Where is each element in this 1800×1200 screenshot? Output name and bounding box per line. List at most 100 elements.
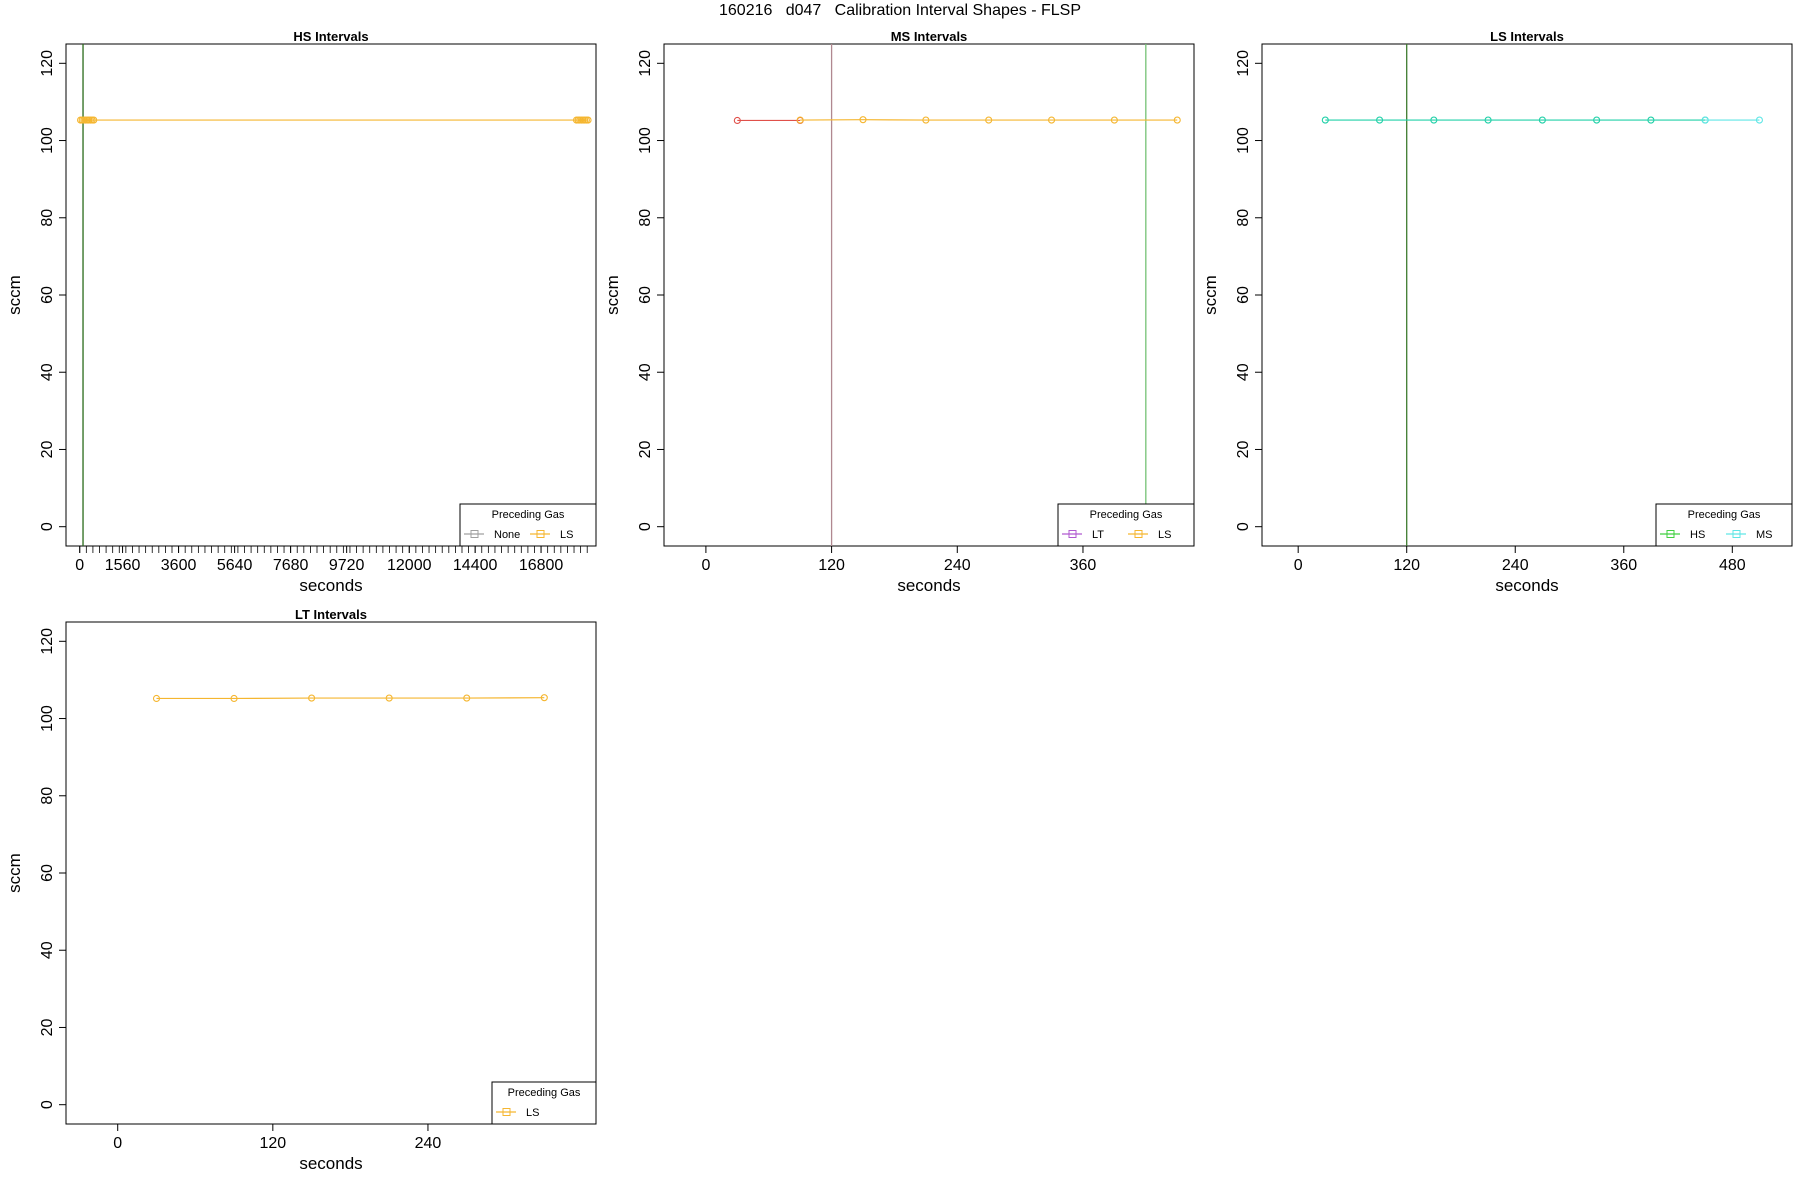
hs-xtick-label: 16800 xyxy=(519,557,564,574)
ls-point-hs xyxy=(1376,116,1384,124)
lt-ytick-label: 60 xyxy=(39,864,56,882)
ls-xtick-label: 480 xyxy=(1719,557,1746,574)
ms-xtick-label: 120 xyxy=(818,557,845,574)
hs-xtick-label: 9720 xyxy=(329,557,365,574)
ms-ylabel: sccm xyxy=(603,275,622,315)
hs-ytick-label: 40 xyxy=(39,363,56,381)
ls-ytick-label: 80 xyxy=(1235,209,1252,227)
ls-legend-box xyxy=(1655,503,1793,547)
lt-xlabel: seconds xyxy=(299,1154,362,1173)
ms-ytick-label: 20 xyxy=(637,440,654,458)
ms-xtick-label: 240 xyxy=(944,557,971,574)
ls-point-hs xyxy=(1430,116,1438,124)
lt-xtick-label: 0 xyxy=(113,1135,122,1152)
ls-ytick-label: 120 xyxy=(1235,50,1252,77)
lt-legend-box xyxy=(491,1081,597,1125)
hs-xtick-label: 5640 xyxy=(217,557,253,574)
hs-ytick-label: 80 xyxy=(39,209,56,227)
ms-ytick-label: 80 xyxy=(637,209,654,227)
ms-legend-swatch-marker xyxy=(1134,530,1143,538)
lt-ytick-label: 0 xyxy=(39,1100,56,1109)
ls-ytick-label: 0 xyxy=(1235,522,1252,531)
hs-point-ls xyxy=(584,116,592,124)
ms-title: MS Intervals xyxy=(891,29,968,44)
ls-ytick-label: 20 xyxy=(1235,440,1252,458)
lt-point-ls xyxy=(540,694,548,702)
ls-point-ms xyxy=(1755,116,1763,124)
ls-point-ms xyxy=(1701,116,1709,124)
hs-legend-swatch-marker xyxy=(470,530,479,538)
lt-ylabel: sccm xyxy=(5,853,24,893)
lt-xtick-label: 120 xyxy=(259,1135,286,1152)
hs-ylabel: sccm xyxy=(5,275,24,315)
hs-xtick-label: 1560 xyxy=(105,557,141,574)
ls-ytick-label: 100 xyxy=(1235,127,1252,154)
hs-xtick-label: 7680 xyxy=(273,557,309,574)
ls-xlabel: seconds xyxy=(1495,576,1558,595)
ls-legend-swatch-marker xyxy=(1666,530,1675,538)
hs-legend-entry-ls: LS xyxy=(560,529,573,541)
ms-point-lt xyxy=(733,116,741,125)
lt-series-line-ls xyxy=(156,697,545,700)
hs-point-ls xyxy=(90,116,98,124)
ms-ytick-label: 40 xyxy=(637,363,654,381)
lt-ytick-label: 40 xyxy=(39,941,56,959)
lt-title: LT Intervals xyxy=(295,607,367,622)
ls-legend-entry-ms: MS xyxy=(1756,529,1773,541)
hs-ytick-label: 60 xyxy=(39,286,56,304)
lt-point-ls xyxy=(308,694,316,702)
hs-xtick-label: 14400 xyxy=(453,557,498,574)
ls-plot-frame xyxy=(1261,43,1793,547)
ls-point-hs xyxy=(1593,116,1601,124)
lt-legend-title: Preceding Gas xyxy=(508,1087,581,1099)
ls-point-hs xyxy=(1647,116,1655,124)
hs-ytick-label: 100 xyxy=(39,127,56,154)
lt-ytick-label: 20 xyxy=(39,1018,56,1036)
lt-xtick-label: 240 xyxy=(415,1135,442,1152)
ls-legend-swatch-marker xyxy=(1732,530,1741,538)
ms-legend-swatch-marker xyxy=(1068,530,1077,538)
ms-xtick-label: 0 xyxy=(701,557,710,574)
hs-legend-box xyxy=(459,503,597,547)
hs-legend-title: Preceding Gas xyxy=(492,509,565,521)
lt-point-ls xyxy=(385,694,393,702)
ms-legend-box xyxy=(1057,503,1195,547)
ms-ytick-label: 60 xyxy=(637,286,654,304)
ls-ytick-label: 60 xyxy=(1235,286,1252,304)
lt-ytick-label: 80 xyxy=(39,787,56,805)
hs-plot-frame xyxy=(65,43,597,547)
ms-point-ls xyxy=(1047,116,1056,124)
ms-legend-title: Preceding Gas xyxy=(1090,509,1163,521)
ls-ylabel: sccm xyxy=(1201,275,1220,315)
hs-title: HS Intervals xyxy=(293,29,368,44)
hs-xtick-label: 0 xyxy=(75,557,84,574)
ms-point-ls xyxy=(1110,116,1118,124)
lt-point-ls xyxy=(230,694,238,703)
lt-point-ls xyxy=(152,694,161,703)
lt-legend-swatch-marker xyxy=(502,1108,511,1116)
hs-xlabel: seconds xyxy=(299,576,362,595)
ls-legend-title: Preceding Gas xyxy=(1688,509,1761,521)
ms-legend-entry-ls: LS xyxy=(1158,529,1171,541)
ls-point-hs xyxy=(1321,116,1329,124)
hs-legend-swatch-marker xyxy=(536,530,545,538)
ls-point-hs xyxy=(1484,116,1492,124)
ms-ytick-label: 120 xyxy=(637,50,654,77)
hs-panel: HS Intervals 0 20 40 60 80 100 120 0 1560 3600 5640… xyxy=(5,29,597,595)
lt-panel: LT Intervals 0 20 40 60 80 100 120 0 120 240 second… xyxy=(5,607,597,1173)
hs-ytick-label: 0 xyxy=(39,522,56,531)
hs-ytick-label: 20 xyxy=(39,440,56,458)
ls-xtick-label: 240 xyxy=(1502,557,1529,574)
ms-point-ls xyxy=(859,116,867,124)
lt-ytick-label: 120 xyxy=(39,628,56,655)
hs-ytick-label: 120 xyxy=(39,50,56,77)
lt-ytick-label: 100 xyxy=(39,705,56,732)
hs-xtick-label: 3600 xyxy=(161,557,197,574)
ls-legend-entry-hs: HS xyxy=(1690,529,1705,541)
ms-point-ls xyxy=(922,116,930,124)
ms-ytick-label: 100 xyxy=(637,127,654,154)
page-title: 160216 d047 Calibration Interval Shapes … xyxy=(719,2,1081,19)
lt-legend-entry-ls: LS xyxy=(526,1107,539,1119)
ms-ytick-label: 0 xyxy=(637,522,654,531)
